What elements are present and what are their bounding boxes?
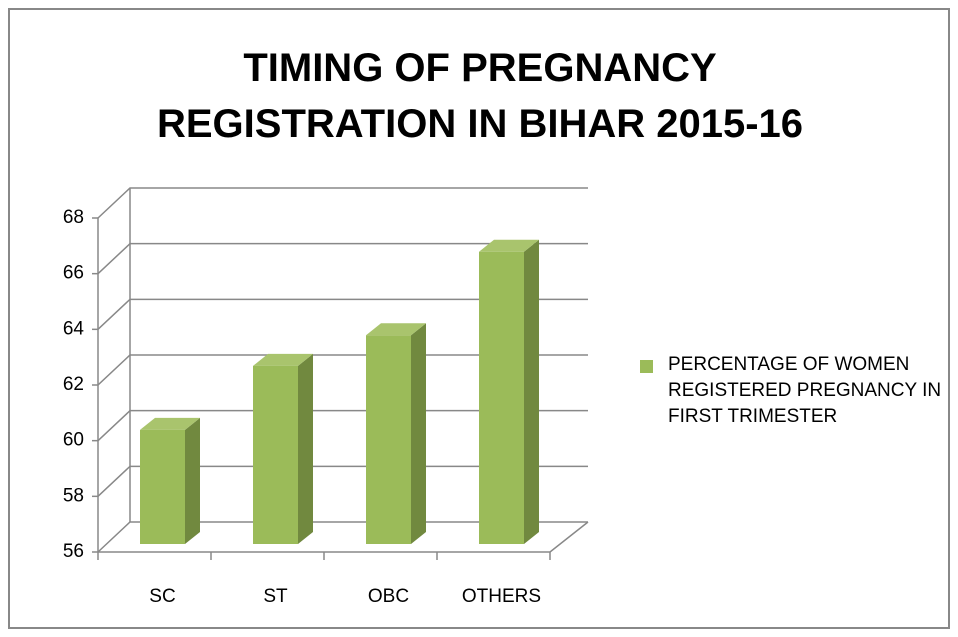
x-tick-label: SC [149,586,175,607]
bar [366,335,411,544]
x-tick-label: OTHERS [462,586,541,607]
bar-side [524,239,539,544]
y-tick-label: 60 [63,430,84,451]
bar [479,251,524,544]
grid-line [97,242,588,275]
grid-line [97,187,588,219]
bar-top [253,353,313,366]
y-tick-label: 64 [63,318,85,339]
grid-line [97,521,588,553]
legend-swatch [640,360,653,373]
y-tick-label: 66 [63,263,84,284]
bar [253,365,298,544]
y-tick-label: 68 [63,207,84,228]
y-tick-label: 58 [63,485,84,506]
legend-label: PERCENTAGE OF WOMEN REGISTERED PREGNANCY… [668,354,942,427]
x-tick-label: ST [263,586,288,607]
grid-line [97,298,588,330]
bar-side [411,323,426,544]
bar-top [366,323,426,336]
bar-top [140,417,200,430]
y-tick-label: 62 [63,374,84,395]
grid-line [97,465,588,497]
y-tick-label: 56 [63,541,84,562]
bar-side [185,417,200,544]
x-tick-label: OBC [368,586,409,607]
grid-line [97,354,588,386]
bar-top [479,239,539,252]
chart-title: TIMING OF PREGNANCY REGISTRATION IN BIHA… [156,46,804,146]
bar [140,429,185,544]
bar-side [298,353,313,544]
grid-line [97,409,588,442]
